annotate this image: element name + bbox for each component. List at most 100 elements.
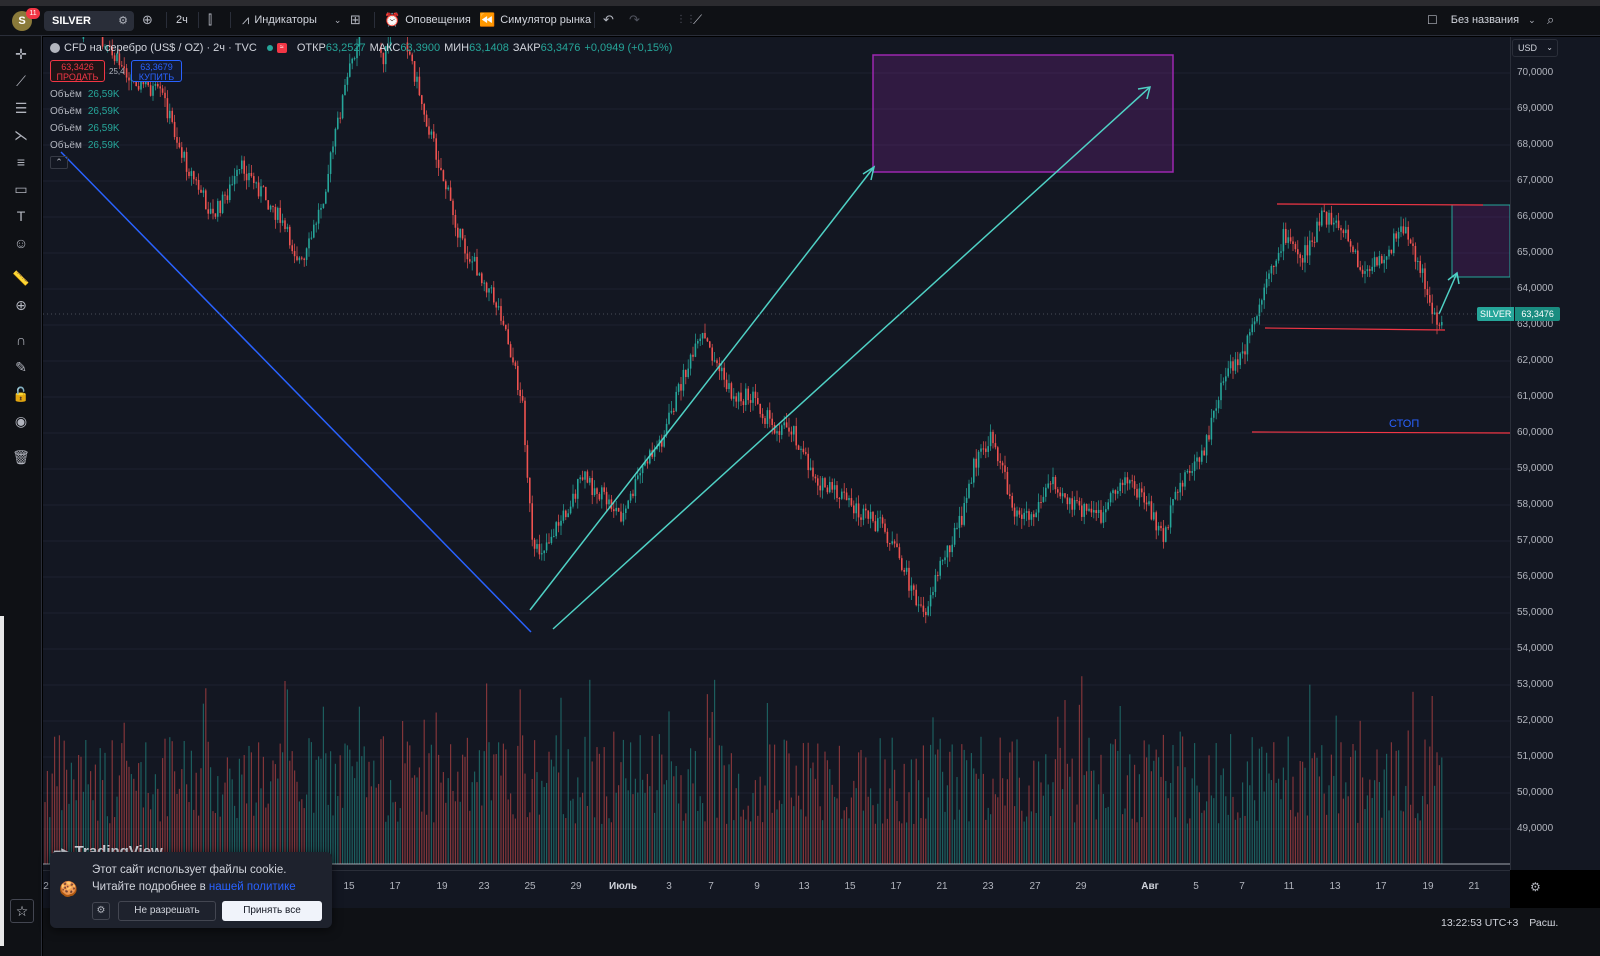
candle-body bbox=[721, 367, 723, 372]
zoom-in-icon[interactable]: ⊕ bbox=[15, 297, 27, 313]
ruler-icon[interactable]: 📏 bbox=[12, 270, 30, 286]
search-button[interactable]: ⌕ bbox=[1547, 10, 1554, 30]
volume-bar bbox=[548, 751, 550, 864]
layouts-button[interactable]: ⊞ bbox=[350, 10, 361, 30]
volume-bar bbox=[1282, 767, 1284, 864]
volume-bar bbox=[562, 814, 564, 864]
search-icon: ⌕ bbox=[1547, 12, 1555, 27]
cookie-accept-button[interactable]: Принять все bbox=[222, 901, 322, 921]
top-toolbar: S 11 SILVER ⚙ ⊕ 2ч ⫿ ⩘ Индикаторы ⌄ ⊞ ⏰ … bbox=[0, 0, 1600, 36]
volume-legend-row[interactable]: Объём 26,59K bbox=[50, 89, 120, 100]
candle-body bbox=[562, 510, 565, 521]
sell-button[interactable]: 63,3426 ПРОДАТЬ bbox=[50, 60, 105, 82]
add-symbol-button[interactable]: ⊕ bbox=[142, 10, 153, 30]
volume-legend-row[interactable]: Объём 26,59K bbox=[50, 140, 120, 151]
price-chart[interactable] bbox=[43, 37, 1510, 870]
candle-body bbox=[761, 413, 764, 419]
volume-bar bbox=[454, 801, 456, 864]
price-axis[interactable]: 70,0000 69,0000 68,0000 67,0000 66,0000 65,00… bbox=[1510, 37, 1600, 870]
candle-body bbox=[826, 487, 829, 493]
volume-bar bbox=[1062, 789, 1064, 864]
candle-body bbox=[325, 191, 327, 204]
trendline-icon[interactable]: ⟋ bbox=[16, 73, 26, 89]
symbol-search-button[interactable]: SILVER ⚙ bbox=[44, 11, 134, 31]
volume-bar bbox=[1254, 800, 1256, 864]
volume-bar bbox=[301, 799, 303, 864]
chart-type-button[interactable]: ⫿ bbox=[208, 10, 212, 30]
volume-bar bbox=[145, 742, 147, 864]
volume-bar bbox=[464, 756, 466, 864]
volume-bar bbox=[178, 788, 180, 864]
cookie-settings-button[interactable]: ⚙ bbox=[92, 902, 110, 920]
extended-hours-toggle[interactable]: Расш. bbox=[1529, 917, 1559, 929]
indicators-button[interactable]: ⩘ Индикаторы ⌄ bbox=[242, 10, 341, 30]
candle-body bbox=[101, 37, 104, 47]
collapse-legend-button[interactable]: ⌃ bbox=[50, 156, 68, 169]
horizontal-lines-icon[interactable]: ☰ bbox=[14, 100, 28, 116]
candle-body bbox=[1186, 470, 1189, 473]
candle-body bbox=[881, 517, 884, 524]
text-icon[interactable]: T bbox=[16, 208, 26, 224]
symbol-settings-icon[interactable]: ⚙ bbox=[118, 15, 128, 27]
chart-pane[interactable] bbox=[43, 37, 1510, 870]
undo-button[interactable]: ↶ bbox=[603, 10, 614, 30]
volume-legend-row[interactable]: Объём 26,59K bbox=[50, 123, 120, 134]
price-tick: 49,0000 bbox=[1517, 823, 1554, 834]
favorites-button[interactable]: ☆ bbox=[10, 899, 34, 923]
candle-body bbox=[860, 517, 862, 520]
currency-selector[interactable]: USD ⌄ bbox=[1512, 39, 1558, 57]
volume-bar bbox=[1160, 776, 1162, 864]
fib-icon[interactable]: ≡ bbox=[16, 154, 26, 170]
emoji-icon[interactable]: ☺ bbox=[13, 235, 29, 251]
candle-body bbox=[1093, 510, 1095, 513]
magnet-icon[interactable]: ∩ bbox=[15, 332, 27, 348]
candle-body bbox=[416, 76, 418, 82]
crosshair-icon[interactable]: ✛ bbox=[15, 46, 27, 62]
volume-legend-row[interactable]: Объём 26,59K bbox=[50, 106, 120, 117]
volume-bar bbox=[882, 823, 884, 864]
candle-body bbox=[728, 383, 730, 390]
clock[interactable]: 13:22:53 UTC+3 Расш. bbox=[1441, 917, 1558, 929]
cookie-deny-button[interactable]: Не разрешать bbox=[118, 901, 216, 921]
candle-body bbox=[553, 536, 555, 538]
candle-body bbox=[495, 302, 497, 308]
candle-body bbox=[536, 544, 538, 549]
price-tick: 57,0000 bbox=[1517, 535, 1554, 546]
candle-body bbox=[82, 37, 85, 39]
volume-bar bbox=[942, 771, 944, 864]
volume-bar bbox=[1422, 795, 1424, 864]
candle-body bbox=[411, 54, 413, 62]
alerts-button[interactable]: ⏰ Оповещения bbox=[384, 10, 471, 30]
volume-bar bbox=[714, 679, 716, 864]
rectangle-icon[interactable]: ▭ bbox=[14, 181, 28, 197]
volume-bar bbox=[1146, 757, 1148, 864]
buy-button[interactable]: 63,3679 КУПИТЬ bbox=[131, 60, 182, 82]
interval-button[interactable]: 2ч bbox=[176, 10, 188, 30]
candle-body bbox=[358, 37, 361, 47]
trash-icon[interactable]: 🗑 bbox=[12, 449, 30, 465]
candle-body bbox=[1227, 368, 1229, 377]
candle-body bbox=[581, 477, 584, 480]
volume-bar bbox=[68, 803, 70, 864]
legend-title[interactable]: CFD на серебро (US$ / OZ) · 2ч · TVC bbox=[64, 42, 257, 54]
candle-body bbox=[622, 512, 625, 522]
volume-bar bbox=[495, 754, 497, 864]
candle-body bbox=[596, 488, 598, 494]
candle-body bbox=[104, 46, 106, 48]
pencil-lock-icon[interactable]: ✎ bbox=[15, 359, 27, 375]
pitchfork-icon[interactable]: ⋋ bbox=[14, 127, 28, 143]
axis-settings-icon[interactable]: ⚙ bbox=[1530, 880, 1541, 894]
cookie-policy-link[interactable]: нашей политике bbox=[208, 881, 296, 893]
candle-body bbox=[725, 379, 728, 390]
drag-handle[interactable]: ⋮⋮ bbox=[676, 10, 696, 30]
volume-bar bbox=[834, 796, 836, 864]
candle-body bbox=[262, 186, 265, 188]
candle-body bbox=[1282, 228, 1285, 252]
layout-name-button[interactable]: ☐ Без названия ⌄ bbox=[1427, 10, 1536, 30]
lock-icon[interactable]: 🔓 bbox=[12, 386, 30, 402]
redo-button[interactable]: ↷ bbox=[629, 10, 640, 30]
volume-bar bbox=[759, 776, 761, 864]
replay-button[interactable]: ⏪ Симулятор рынка bbox=[479, 10, 591, 30]
eye-icon[interactable]: ◉ bbox=[14, 413, 28, 429]
drawing-sync-button[interactable]: ⟋ bbox=[693, 10, 702, 30]
